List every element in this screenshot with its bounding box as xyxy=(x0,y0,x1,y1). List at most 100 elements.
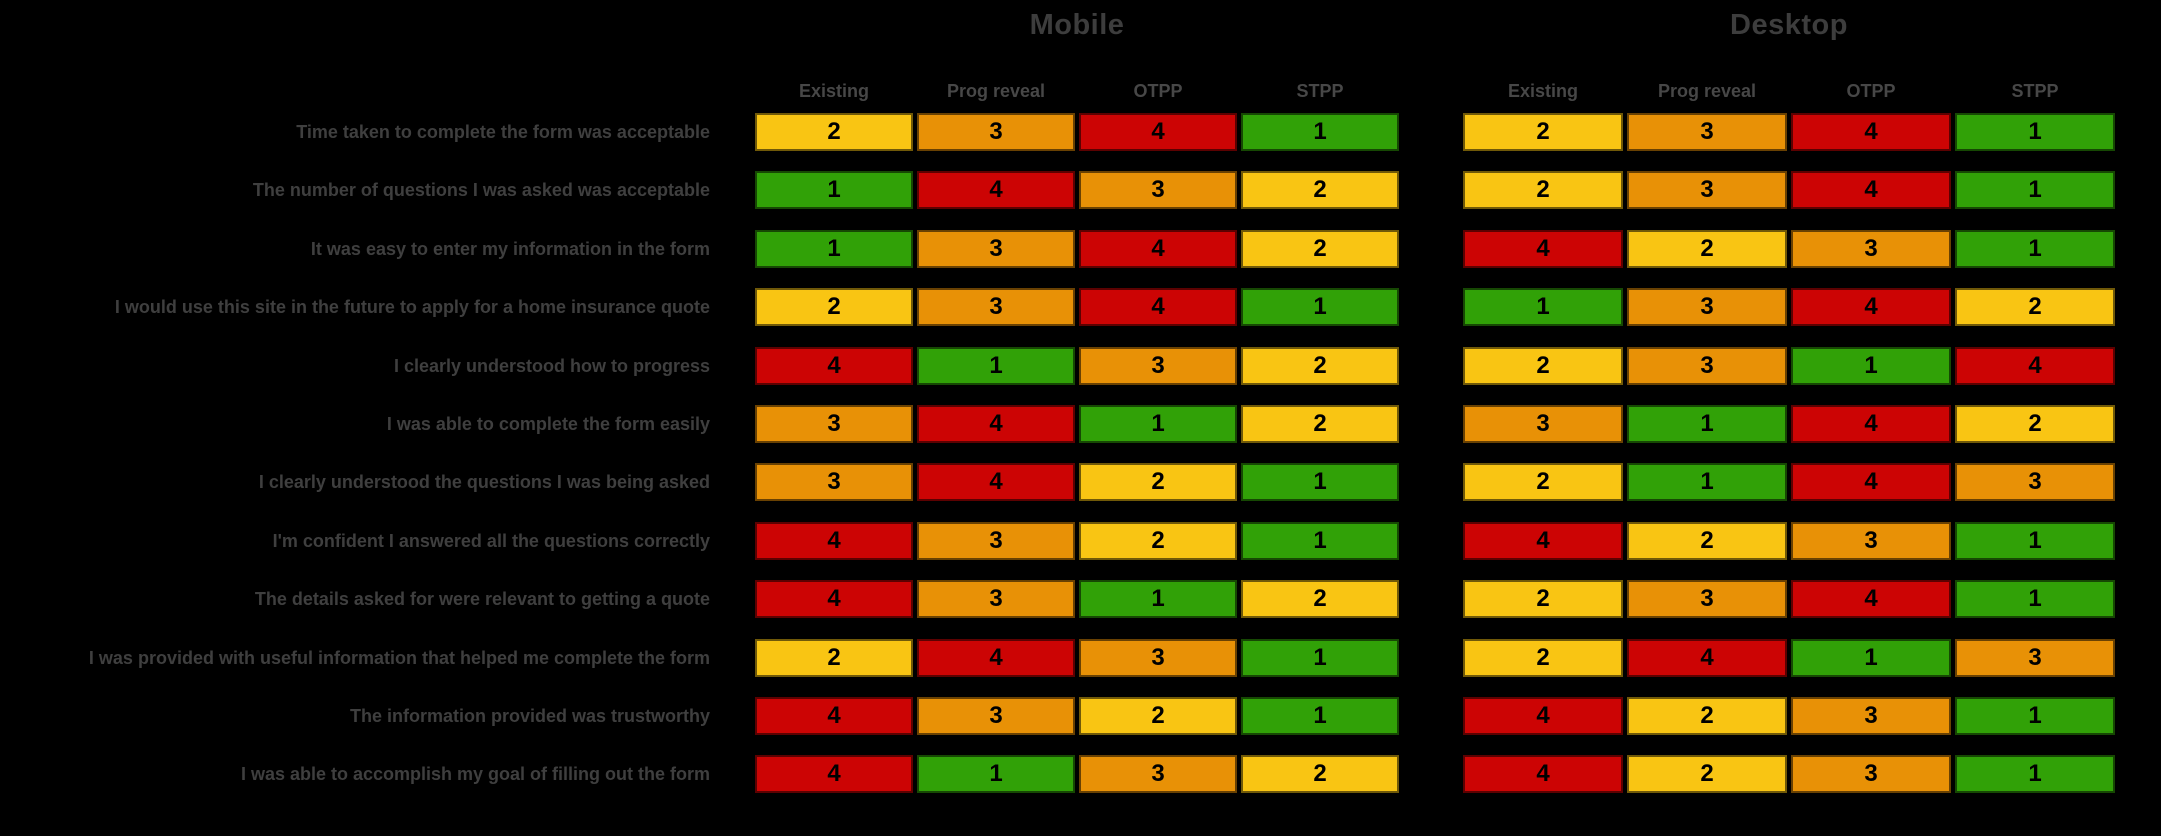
rank-cell-mobile: 4 xyxy=(917,639,1075,677)
rank-cell-mobile: 4 xyxy=(755,755,913,793)
rank-cell-mobile: 3 xyxy=(1079,639,1237,677)
rank-cell-mobile: 3 xyxy=(1079,171,1237,209)
rank-cell-desktop: 3 xyxy=(1791,522,1951,560)
rank-cell-desktop: 3 xyxy=(1627,113,1787,151)
rank-cell-mobile: 1 xyxy=(755,230,913,268)
column-header-mobile-prog-reveal: Prog reveal xyxy=(946,81,1046,101)
rank-cell-mobile: 1 xyxy=(1241,288,1399,326)
rank-cell-mobile: 2 xyxy=(1241,580,1399,618)
rank-cell-mobile: 3 xyxy=(755,405,913,443)
rank-cell-desktop: 1 xyxy=(1627,463,1787,501)
rank-cell-mobile: 4 xyxy=(1079,288,1237,326)
row-label: It was easy to enter my information in t… xyxy=(310,239,710,259)
rank-cell-mobile: 4 xyxy=(755,522,913,560)
rank-cell-desktop: 2 xyxy=(1463,463,1623,501)
rank-cell-desktop: 2 xyxy=(1463,171,1623,209)
row-label: I would use this site in the future to a… xyxy=(114,297,710,317)
rank-cell-desktop: 1 xyxy=(1955,230,2115,268)
rank-cell-desktop: 4 xyxy=(1955,347,2115,385)
rank-cell-desktop: 1 xyxy=(1955,113,2115,151)
rank-cell-desktop: 4 xyxy=(1791,463,1951,501)
rank-cell-mobile: 2 xyxy=(1079,697,1237,735)
rank-cell-mobile: 3 xyxy=(917,230,1075,268)
rank-cell-mobile: 2 xyxy=(1079,522,1237,560)
column-header-mobile-existing: Existing xyxy=(798,81,869,101)
rank-cell-mobile: 3 xyxy=(917,697,1075,735)
rank-cell-desktop: 3 xyxy=(1627,171,1787,209)
rank-cell-mobile: 2 xyxy=(1241,755,1399,793)
group-title-desktop: Desktop xyxy=(1730,9,1848,41)
rank-cell-desktop: 4 xyxy=(1791,113,1951,151)
rank-cell-mobile: 2 xyxy=(1241,405,1399,443)
rank-cell-mobile: 4 xyxy=(917,463,1075,501)
rank-cell-desktop: 4 xyxy=(1463,522,1623,560)
row-label: Time taken to complete the form was acce… xyxy=(296,122,710,142)
rank-cell-mobile: 3 xyxy=(1079,755,1237,793)
rank-cell-desktop: 4 xyxy=(1791,580,1951,618)
rank-cell-mobile: 3 xyxy=(1079,347,1237,385)
rank-cell-desktop: 3 xyxy=(1627,288,1787,326)
rank-cell-mobile: 1 xyxy=(917,347,1075,385)
rank-cell-mobile: 4 xyxy=(1079,230,1237,268)
row-label: The number of questions I was asked was … xyxy=(252,180,710,200)
rank-cell-desktop: 2 xyxy=(1463,347,1623,385)
column-header-desktop-otpp: OTPP xyxy=(1846,81,1896,101)
rank-cell-mobile: 1 xyxy=(1241,522,1399,560)
rank-cell-desktop: 4 xyxy=(1791,405,1951,443)
rank-cell-desktop: 4 xyxy=(1463,230,1623,268)
row-label: The information provided was trustworthy xyxy=(349,706,710,726)
row-label: I clearly understood how to progress xyxy=(393,356,710,376)
rank-cell-mobile: 1 xyxy=(1079,405,1237,443)
rank-cell-mobile: 3 xyxy=(917,288,1075,326)
rank-cell-desktop: 3 xyxy=(1791,230,1951,268)
rank-cell-mobile: 4 xyxy=(755,580,913,618)
column-header-desktop-stpp: STPP xyxy=(2011,81,2059,101)
rank-cell-mobile: 4 xyxy=(917,171,1075,209)
rank-cell-desktop: 1 xyxy=(1463,288,1623,326)
column-header-desktop-prog-reveal: Prog reveal xyxy=(1657,81,1757,101)
rank-cell-mobile: 1 xyxy=(917,755,1075,793)
rank-cell-mobile: 2 xyxy=(1241,347,1399,385)
row-label: I'm confident I answered all the questio… xyxy=(272,531,710,551)
rank-cell-desktop: 4 xyxy=(1627,639,1787,677)
column-header-desktop-existing: Existing xyxy=(1507,81,1578,101)
rank-cell-desktop: 4 xyxy=(1463,697,1623,735)
column-header-mobile-otpp: OTPP xyxy=(1133,81,1183,101)
rank-cell-desktop: 2 xyxy=(1627,755,1787,793)
rank-cell-desktop: 3 xyxy=(1955,639,2115,677)
rank-cell-desktop: 2 xyxy=(1627,522,1787,560)
rank-cell-desktop: 2 xyxy=(1463,639,1623,677)
rank-cell-desktop: 3 xyxy=(1791,697,1951,735)
rank-cell-desktop: 2 xyxy=(1627,230,1787,268)
rank-cell-desktop: 4 xyxy=(1463,755,1623,793)
row-label: I was provided with useful information t… xyxy=(88,648,710,668)
rank-cell-mobile: 1 xyxy=(1241,697,1399,735)
rank-cell-desktop: 1 xyxy=(1955,755,2115,793)
rank-cell-desktop: 4 xyxy=(1791,171,1951,209)
row-label: I was able to accomplish my goal of fill… xyxy=(240,764,710,784)
rank-cell-desktop: 2 xyxy=(1627,697,1787,735)
rank-cell-mobile: 3 xyxy=(755,463,913,501)
rank-cell-mobile: 4 xyxy=(1079,113,1237,151)
rank-cell-desktop: 2 xyxy=(1955,288,2115,326)
rank-cell-mobile: 3 xyxy=(917,522,1075,560)
rank-cell-desktop: 1 xyxy=(1791,347,1951,385)
rank-cell-desktop: 3 xyxy=(1955,463,2115,501)
rank-cell-desktop: 3 xyxy=(1627,347,1787,385)
rank-cell-desktop: 1 xyxy=(1791,639,1951,677)
rank-cell-mobile: 4 xyxy=(755,347,913,385)
rank-cell-desktop: 1 xyxy=(1955,171,2115,209)
rank-cell-mobile: 1 xyxy=(1079,580,1237,618)
column-header-mobile-stpp: STPP xyxy=(1296,81,1344,101)
rank-cell-desktop: 1 xyxy=(1955,580,2115,618)
rank-cell-mobile: 3 xyxy=(917,580,1075,618)
rank-cell-mobile: 1 xyxy=(755,171,913,209)
rank-cell-desktop: 1 xyxy=(1627,405,1787,443)
rank-cell-desktop: 4 xyxy=(1791,288,1951,326)
row-label: The details asked for were relevant to g… xyxy=(254,589,710,609)
rank-cell-desktop: 2 xyxy=(1463,113,1623,151)
rank-cell-mobile: 2 xyxy=(755,113,913,151)
rank-cell-mobile: 1 xyxy=(1241,463,1399,501)
rank-cell-mobile: 1 xyxy=(1241,639,1399,677)
rank-cell-mobile: 4 xyxy=(917,405,1075,443)
